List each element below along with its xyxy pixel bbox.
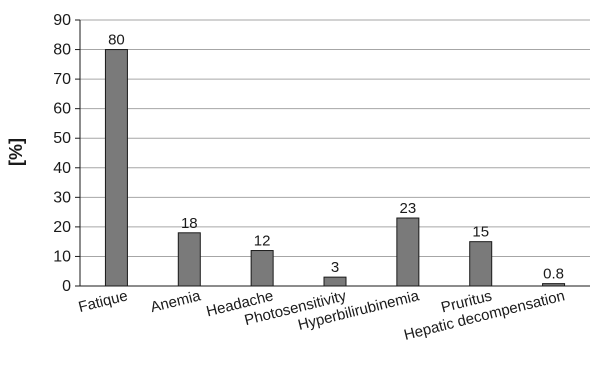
data-label: 23 xyxy=(400,200,417,217)
bar-photosensitivity xyxy=(323,276,347,287)
data-label: 0.8 xyxy=(543,266,564,283)
data-label: 18 xyxy=(181,215,198,232)
bar-fatique xyxy=(104,49,128,287)
y-tick-labels: 0 10 20 30 40 50 60 70 80 90 xyxy=(53,12,71,295)
bars xyxy=(104,49,566,287)
y-tick-label: 20 xyxy=(53,219,71,236)
y-tick-label: 40 xyxy=(53,160,71,177)
y-tick-label: 70 xyxy=(53,71,71,88)
bar-anemia xyxy=(177,232,201,287)
data-label: 12 xyxy=(254,233,271,250)
data-label: 80 xyxy=(108,32,125,49)
bar-hyperbilirubinemia xyxy=(396,217,420,287)
bar-hepatic-decompensation xyxy=(542,283,566,287)
grid-lines xyxy=(80,19,590,257)
data-label: 15 xyxy=(472,224,489,241)
y-tick-label: 80 xyxy=(53,42,71,59)
data-labels: 80 18 12 3 23 15 0.8 xyxy=(108,32,564,283)
y-tick-label: 10 xyxy=(53,248,71,265)
y-axis-label: [%] xyxy=(6,138,26,166)
y-tick-label: 30 xyxy=(53,189,71,206)
y-tick-label: 50 xyxy=(53,130,71,147)
y-tick-label: 90 xyxy=(53,12,71,29)
axes xyxy=(75,19,590,287)
y-tick-label: 60 xyxy=(53,101,71,118)
bar-pruritus xyxy=(469,241,493,287)
data-label: 3 xyxy=(331,259,339,276)
x-category-label: Fatique xyxy=(77,287,130,316)
x-category-label: Anemia xyxy=(149,287,203,316)
bar-headache xyxy=(250,250,274,287)
x-category-labels: Fatique Anemia HeadachePhotosensitivityHyp… xyxy=(77,287,567,344)
y-tick-label: 0 xyxy=(62,278,71,295)
